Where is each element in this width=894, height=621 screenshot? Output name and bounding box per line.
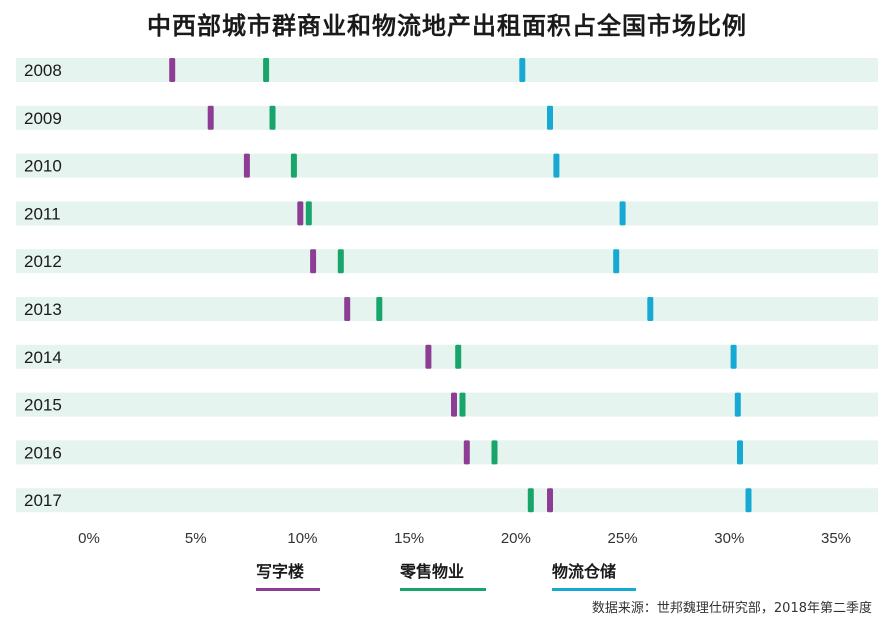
row-band [16, 297, 878, 321]
data-mark [730, 344, 737, 369]
legend-item-logistics: 物流仓储 [552, 558, 636, 594]
y-tick-label: 2011 [24, 204, 61, 223]
data-mark [463, 440, 470, 465]
data-mark [519, 58, 526, 82]
x-tick-label: 5% [185, 530, 207, 547]
legend-swatch [400, 588, 486, 591]
y-tick-label: 2010 [24, 157, 62, 176]
x-tick-label: 20% [501, 530, 531, 547]
y-tick-label: 2008 [24, 61, 62, 80]
y-tick-label: 2015 [24, 396, 62, 415]
data-mark [491, 440, 498, 465]
data-mark [547, 105, 553, 130]
row-bands [16, 58, 878, 513]
data-mark [305, 201, 312, 226]
data-mark [451, 392, 457, 417]
row-band [16, 249, 878, 274]
data-mark [527, 488, 534, 513]
x-axis-labels: 0% 5% 10% 15% 20% 25% 30% 35% [78, 530, 851, 547]
chart-title: 中西部城市群商业和物流地产出租面积占全国市场比例 [147, 12, 747, 40]
y-tick-label: 2012 [24, 252, 62, 271]
row-band [16, 153, 878, 178]
data-mark [344, 297, 351, 321]
y-tick-label: 2016 [24, 443, 62, 462]
data-mark [547, 488, 553, 513]
data-mark [297, 201, 304, 226]
data-mark [243, 153, 250, 178]
y-tick-label: 2009 [24, 109, 62, 128]
y-tick-label: 2017 [24, 491, 62, 510]
row-band [16, 488, 878, 513]
legend-swatch [552, 588, 636, 591]
legend-swatch [256, 588, 320, 591]
x-tick-label: 10% [287, 530, 317, 547]
row-band [16, 392, 878, 417]
data-mark [459, 392, 466, 417]
y-axis-labels: 2008 2009 2010 2011 2012 2013 2014 2015 2016 2017 [24, 61, 62, 510]
data-mark [290, 153, 297, 178]
x-tick-label: 0% [78, 530, 100, 547]
data-mark [553, 153, 560, 178]
data-marks [169, 58, 752, 513]
row-band [16, 201, 878, 226]
row-band [16, 440, 878, 465]
data-mark [376, 297, 383, 321]
data-mark [613, 249, 620, 274]
data-mark [310, 249, 317, 274]
data-mark [207, 105, 214, 130]
data-mark [169, 58, 176, 82]
data-mark [269, 105, 276, 130]
data-mark [737, 440, 743, 465]
data-mark [455, 344, 462, 369]
x-tick-label: 30% [714, 530, 744, 547]
row-band [16, 344, 878, 369]
data-mark [734, 392, 741, 417]
data-mark [745, 488, 752, 513]
source-note: 数据来源：世邦魏理仕研究部，2018年第二季度 [591, 601, 872, 616]
legend-label: 写字楼 [256, 562, 305, 581]
legend-label: 零售物业 [400, 562, 465, 581]
legend-label: 物流仓储 [552, 562, 617, 581]
data-mark [647, 297, 654, 321]
x-tick-label: 15% [394, 530, 424, 547]
data-mark [425, 344, 432, 369]
legend-item-office: 写字楼 [256, 558, 320, 594]
y-tick-label: 2013 [24, 300, 62, 319]
x-tick-label: 35% [821, 530, 851, 547]
data-mark [337, 249, 344, 274]
x-tick-label: 25% [608, 530, 638, 547]
row-band [16, 105, 878, 130]
data-mark [619, 201, 626, 226]
data-mark [263, 58, 270, 82]
row-band [16, 58, 878, 82]
y-tick-label: 2014 [24, 348, 62, 367]
legend-item-retail: 零售物业 [400, 558, 486, 594]
